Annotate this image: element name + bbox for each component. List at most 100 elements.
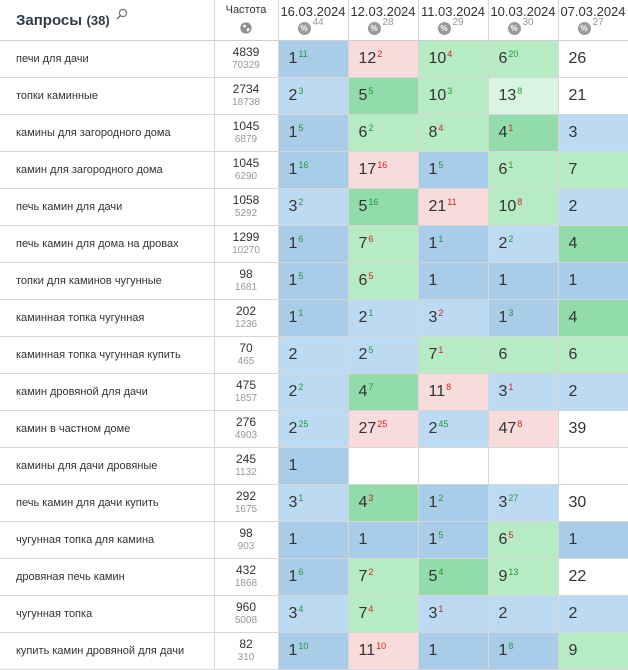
position-cell[interactable]: 39 — [558, 410, 628, 448]
query-text[interactable]: печи для дачи — [0, 40, 215, 78]
position-cell[interactable]: 54 — [418, 558, 489, 596]
position-cell[interactable]: 1 — [278, 521, 349, 559]
position-cell[interactable]: 116 — [278, 151, 349, 189]
date-header-5[interactable]: 07.03.2024 % 27 — [558, 0, 628, 41]
position-cell[interactable]: 118 — [418, 373, 489, 411]
position-cell[interactable]: 122 — [348, 40, 419, 78]
position-cell[interactable]: 22 — [488, 225, 559, 263]
position-cell[interactable]: 55 — [348, 77, 419, 115]
position-cell[interactable]: 76 — [348, 225, 419, 263]
position-cell[interactable]: 65 — [488, 521, 559, 559]
position-cell[interactable]: 84 — [418, 114, 489, 152]
position-cell[interactable]: 32 — [278, 188, 349, 226]
frequency-header[interactable]: Частота — [214, 0, 279, 41]
position-cell[interactable]: 62 — [348, 114, 419, 152]
position-cell[interactable]: 23 — [278, 77, 349, 115]
position-cell[interactable]: 2 — [278, 336, 349, 374]
date-header-3[interactable]: 11.03.2024 % 29 — [418, 0, 489, 41]
position-cell[interactable]: 1 — [348, 521, 419, 559]
position-cell[interactable]: 65 — [348, 262, 419, 300]
position-cell[interactable]: 1 — [558, 262, 628, 300]
position-cell[interactable]: 31 — [488, 373, 559, 411]
position-cell[interactable]: 2 — [558, 373, 628, 411]
position-cell[interactable]: 32 — [418, 299, 489, 337]
query-text[interactable]: печь камин для дома на дровах — [0, 225, 215, 263]
position-cell[interactable]: 108 — [488, 188, 559, 226]
date-header-4[interactable]: 10.03.2024 % 30 — [488, 0, 559, 41]
date-header-1[interactable]: 16.03.2024 % 44 — [278, 0, 349, 41]
query-text[interactable]: дровяная печь камин — [0, 558, 215, 596]
position-cell[interactable] — [348, 447, 419, 485]
position-cell[interactable]: 30 — [558, 484, 628, 522]
position-cell[interactable]: 110 — [278, 632, 349, 670]
position-cell[interactable]: 16 — [278, 225, 349, 263]
position-cell[interactable]: 16 — [278, 558, 349, 596]
position-cell[interactable]: 327 — [488, 484, 559, 522]
position-cell[interactable]: 104 — [418, 40, 489, 78]
queries-header[interactable]: Запросы (38) — [0, 0, 215, 41]
position-cell[interactable]: 74 — [348, 595, 419, 633]
position-cell[interactable]: 620 — [488, 40, 559, 78]
position-cell[interactable]: 913 — [488, 558, 559, 596]
position-cell[interactable]: 61 — [488, 151, 559, 189]
position-cell[interactable]: 11 — [418, 225, 489, 263]
query-text[interactable]: камин в частном доме — [0, 410, 215, 448]
position-cell[interactable]: 4 — [558, 299, 628, 337]
position-cell[interactable]: 21 — [348, 299, 419, 337]
query-text[interactable]: каминная топка чугунная купить — [0, 336, 215, 374]
position-cell[interactable]: 15 — [418, 521, 489, 559]
search-icon[interactable] — [116, 8, 128, 20]
query-text[interactable]: печь камин для дачи — [0, 188, 215, 226]
position-cell[interactable] — [488, 447, 559, 485]
query-text[interactable]: камин дровяной для дачи — [0, 373, 215, 411]
position-cell[interactable]: 4 — [558, 225, 628, 263]
position-cell[interactable]: 15 — [278, 262, 349, 300]
query-text[interactable]: топки каминные — [0, 77, 215, 115]
position-cell[interactable]: 478 — [488, 410, 559, 448]
position-cell[interactable]: 15 — [418, 151, 489, 189]
position-cell[interactable]: 1716 — [348, 151, 419, 189]
position-cell[interactable]: 1 — [488, 262, 559, 300]
query-text[interactable]: каминная топка чугунная — [0, 299, 215, 337]
position-cell[interactable]: 1110 — [348, 632, 419, 670]
position-cell[interactable] — [558, 447, 628, 485]
position-cell[interactable]: 18 — [488, 632, 559, 670]
query-text[interactable]: топки для каминов чугунные — [0, 262, 215, 300]
position-cell[interactable]: 1 — [278, 447, 349, 485]
query-text[interactable]: печь камин для дачи купить — [0, 484, 215, 522]
position-cell[interactable]: 225 — [278, 410, 349, 448]
position-cell[interactable]: 103 — [418, 77, 489, 115]
position-cell[interactable]: 138 — [488, 77, 559, 115]
position-cell[interactable]: 13 — [488, 299, 559, 337]
position-cell[interactable]: 3 — [558, 114, 628, 152]
position-cell[interactable]: 11 — [278, 299, 349, 337]
query-text[interactable]: камин для загородного дома — [0, 151, 215, 189]
position-cell[interactable]: 2 — [558, 595, 628, 633]
position-cell[interactable]: 22 — [558, 558, 628, 596]
position-cell[interactable]: 1 — [418, 262, 489, 300]
position-cell[interactable]: 31 — [418, 595, 489, 633]
position-cell[interactable]: 2 — [488, 595, 559, 633]
position-cell[interactable]: 516 — [348, 188, 419, 226]
position-cell[interactable]: 47 — [348, 373, 419, 411]
position-cell[interactable]: 6 — [558, 336, 628, 374]
query-text[interactable]: купить камин дровяной для дачи — [0, 632, 215, 670]
position-cell[interactable]: 12 — [418, 484, 489, 522]
position-cell[interactable]: 2725 — [348, 410, 419, 448]
position-cell[interactable]: 2 — [558, 188, 628, 226]
position-cell[interactable]: 2111 — [418, 188, 489, 226]
position-cell[interactable] — [418, 447, 489, 485]
position-cell[interactable]: 22 — [278, 373, 349, 411]
position-cell[interactable]: 9 — [558, 632, 628, 670]
query-text[interactable]: чугунная топка для камина — [0, 521, 215, 559]
position-cell[interactable]: 7 — [558, 151, 628, 189]
position-cell[interactable]: 6 — [488, 336, 559, 374]
position-cell[interactable]: 1 — [418, 632, 489, 670]
position-cell[interactable]: 21 — [558, 77, 628, 115]
position-cell[interactable]: 71 — [418, 336, 489, 374]
date-header-2[interactable]: 12.03.2024 % 28 — [348, 0, 419, 41]
query-text[interactable]: камины для дачи дровяные — [0, 447, 215, 485]
position-cell[interactable]: 43 — [348, 484, 419, 522]
position-cell[interactable]: 25 — [348, 336, 419, 374]
position-cell[interactable]: 72 — [348, 558, 419, 596]
